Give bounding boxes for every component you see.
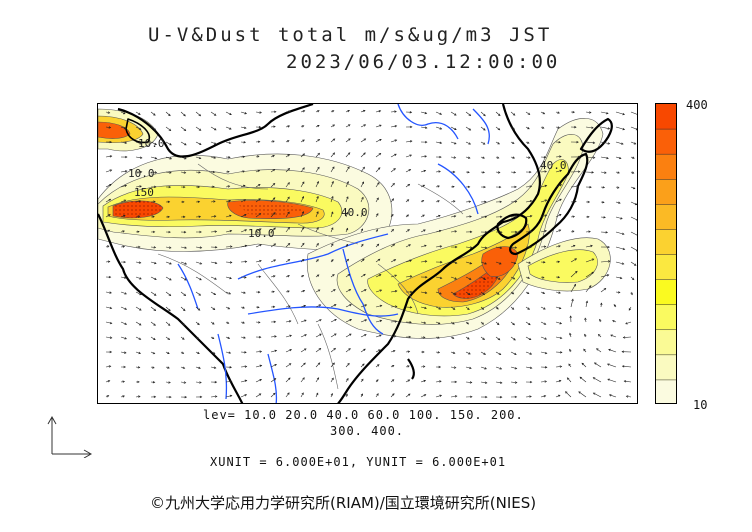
contour-label: 40.0 [540, 159, 567, 172]
map-timestamp: 2023/06/03.12:00:00 [286, 51, 561, 73]
colorbar-swatch [656, 354, 676, 381]
coastlines [98, 104, 613, 403]
colorbar-swatch [656, 304, 676, 331]
colorbar-min-label: 10 [693, 398, 708, 412]
colorbar-swatch [656, 329, 676, 356]
wind-vectors [105, 109, 637, 399]
vector-scale-icon [47, 415, 93, 458]
contour-levels-line1: lev= 10.0 20.0 40.0 60.0 100. 150. 200. [203, 408, 524, 422]
colorbar-max-label: 400 [686, 98, 708, 112]
colorbar-swatch [656, 154, 676, 180]
copyright-credit: ©九州大学応用力学研究所(RIAM)/国立環境研究所(NIES) [150, 494, 537, 512]
colorbar-svg [656, 104, 676, 403]
colorbar-swatch [656, 229, 676, 255]
colorbar-swatch [656, 379, 676, 403]
colorbar-swatch [656, 179, 676, 205]
province-boundaries [157, 163, 464, 390]
colorbar-swatch [656, 204, 676, 230]
contour-label: 40.0 [341, 206, 368, 219]
contour-labels: 10.0 150 10.0 40.0 10.0 40.0 [128, 137, 567, 240]
map-title: U-V&Dust total m/s&ug/m3 JST [148, 24, 553, 46]
colorbar-swatch [656, 129, 676, 155]
colorbar-swatch [656, 254, 676, 281]
colorbar-swatch [656, 104, 676, 130]
contour-label: 10.0 [138, 137, 165, 150]
vector-units: XUNIT = 6.000E+01, YUNIT = 6.000E+01 [210, 455, 507, 469]
contour-label: 150 [134, 186, 154, 199]
colorbar-swatch [656, 279, 676, 306]
rivers [177, 104, 490, 403]
contour-levels-line2: 300. 400. [330, 424, 405, 438]
dust-map-svg: 10.0 150 10.0 40.0 10.0 40.0 [98, 104, 637, 403]
dust-plume-layer [98, 108, 611, 339]
contour-label: 10.0 [248, 227, 275, 240]
dust-map: 10.0 150 10.0 40.0 10.0 40.0 [97, 103, 638, 404]
contour-label: 10.0 [128, 167, 155, 180]
colorbar [655, 103, 677, 404]
